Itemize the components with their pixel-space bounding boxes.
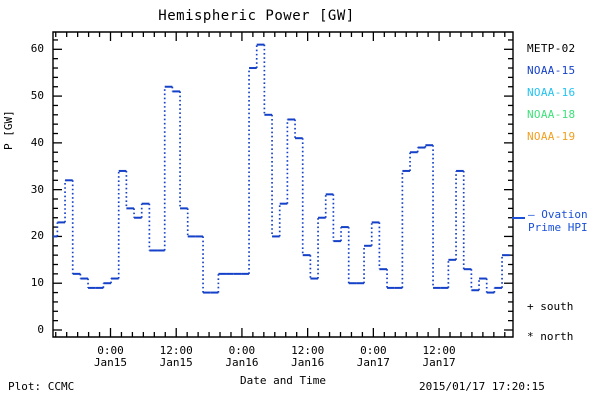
legend-symbol-south: + south: [527, 300, 574, 313]
x-tick-time: 0:00: [360, 344, 387, 357]
x-tick-time: 12:00: [291, 344, 325, 357]
footer-plot-source: Plot: CCMC: [8, 380, 75, 393]
y-axis-ticks: [53, 39, 513, 331]
y-tick-label: 50: [30, 89, 44, 103]
legend-item-noaa-15[interactable]: NOAA-15: [527, 64, 576, 77]
x-tick-date: Jan16: [225, 356, 259, 369]
y-tick-label: 40: [30, 135, 44, 149]
data-series-connectors: [56, 44, 503, 293]
legend-symbol-north: * north: [527, 330, 574, 343]
ovation-legend-line1: — Ovation: [528, 208, 588, 221]
plot-frame: [52, 31, 514, 338]
x-tick-time: 0:00: [228, 344, 256, 357]
legend-item-metp-02[interactable]: METP-02: [527, 42, 576, 55]
footer-timestamp: 2015/01/17 17:20:15: [419, 380, 545, 393]
legend-item-noaa-16[interactable]: NOAA-16: [527, 86, 576, 99]
x-tick-time: 12:00: [422, 344, 456, 357]
x-tick-date: Jan15: [159, 356, 193, 369]
y-tick-label: 20: [30, 229, 44, 243]
y-tick-label: 10: [30, 276, 44, 290]
x-tick-label: 0:00 Jan17: [338, 345, 408, 369]
ovation-legend-line2: Prime HPI: [528, 221, 588, 234]
page-title: Hemispheric Power [GW]: [158, 8, 355, 24]
legend-item-noaa-18[interactable]: NOAA-18: [527, 108, 576, 121]
ovation-legend-marker: [512, 217, 525, 219]
x-axis-ticks: [55, 32, 506, 337]
x-axis-label: Date and Time: [239, 374, 327, 387]
x-tick-date: Jan17: [356, 356, 390, 369]
x-tick-date: Jan16: [291, 356, 325, 369]
x-tick-label: 0:00 Jan15: [76, 345, 146, 369]
x-tick-date: Jan15: [93, 356, 128, 369]
x-tick-time: 0:00: [97, 344, 124, 357]
legend-item-noaa-19[interactable]: NOAA-19: [527, 130, 576, 143]
data-series-steps: [53, 43, 510, 294]
y-tick-label: 60: [30, 42, 44, 56]
x-tick-label: 0:00 Jan16: [207, 345, 277, 369]
ovation-legend: — Ovation Prime HPI: [528, 208, 588, 234]
x-tick-time: 12:00: [159, 344, 193, 357]
y-tick-label: 0: [37, 323, 44, 336]
x-tick-date: Jan17: [422, 356, 456, 369]
x-tick-label: 12:00 Jan16: [273, 345, 343, 369]
y-tick-label: 30: [30, 182, 44, 196]
x-tick-label: 12:00 Jan15: [141, 345, 211, 369]
x-tick-label: 12:00 Jan17: [404, 345, 474, 369]
